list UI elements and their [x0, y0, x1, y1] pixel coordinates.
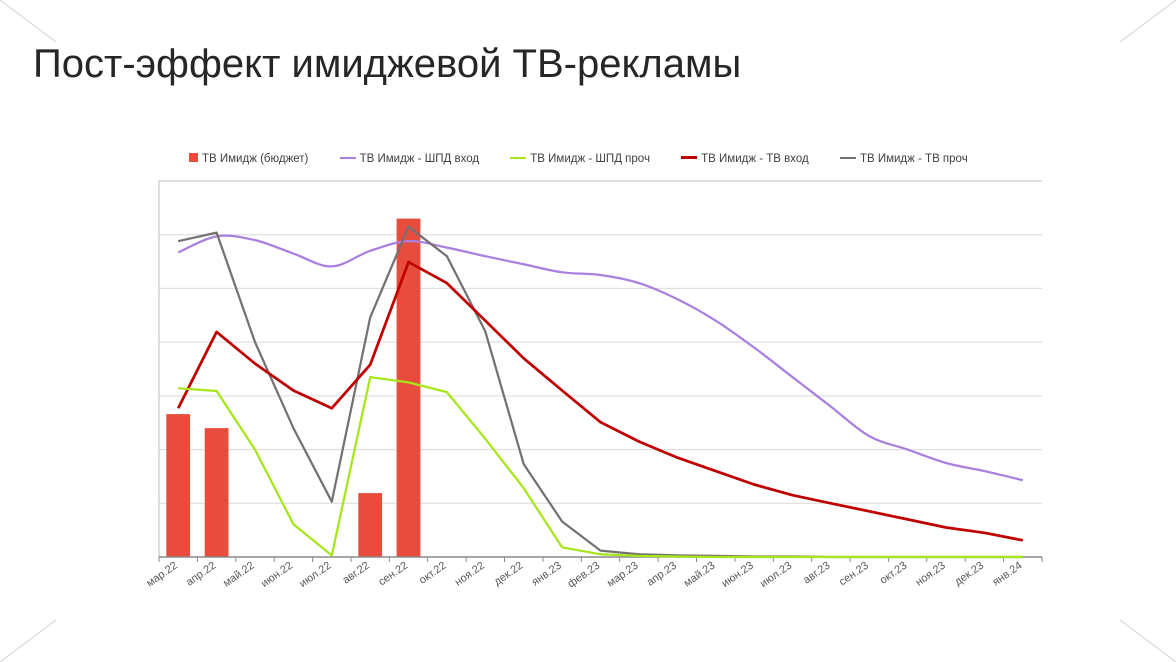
svg-text:сен.22: сен.22 [376, 560, 410, 589]
svg-text:окт.22: окт.22 [417, 560, 449, 587]
svg-text:сен.23: сен.23 [837, 560, 871, 589]
svg-text:май.22: май.22 [221, 560, 257, 590]
svg-text:окт.23: окт.23 [878, 560, 910, 587]
svg-text:янв.23: янв.23 [530, 560, 564, 589]
svg-text:май.23: май.23 [682, 560, 718, 590]
svg-text:мар.23: мар.23 [605, 560, 641, 590]
svg-text:авг.23: авг.23 [801, 560, 832, 587]
svg-text:июн.22: июн.22 [259, 560, 295, 590]
svg-text:дек.22: дек.22 [492, 560, 526, 589]
svg-text:июл.22: июл.22 [297, 560, 333, 590]
svg-text:мар.22: мар.22 [144, 560, 180, 590]
svg-text:ноя.22: ноя.22 [453, 560, 487, 589]
svg-text:ноя.23: ноя.23 [913, 560, 947, 589]
svg-text:янв.24: янв.24 [990, 560, 1024, 589]
svg-text:апр.23: апр.23 [645, 560, 679, 589]
svg-text:фев.23: фев.23 [566, 560, 603, 591]
svg-text:июл.23: июл.23 [758, 560, 794, 590]
svg-text:авг.22: авг.22 [341, 560, 372, 587]
svg-text:дек.23: дек.23 [953, 560, 987, 589]
svg-text:апр.22: апр.22 [184, 560, 218, 589]
svg-text:июн.23: июн.23 [720, 560, 756, 590]
